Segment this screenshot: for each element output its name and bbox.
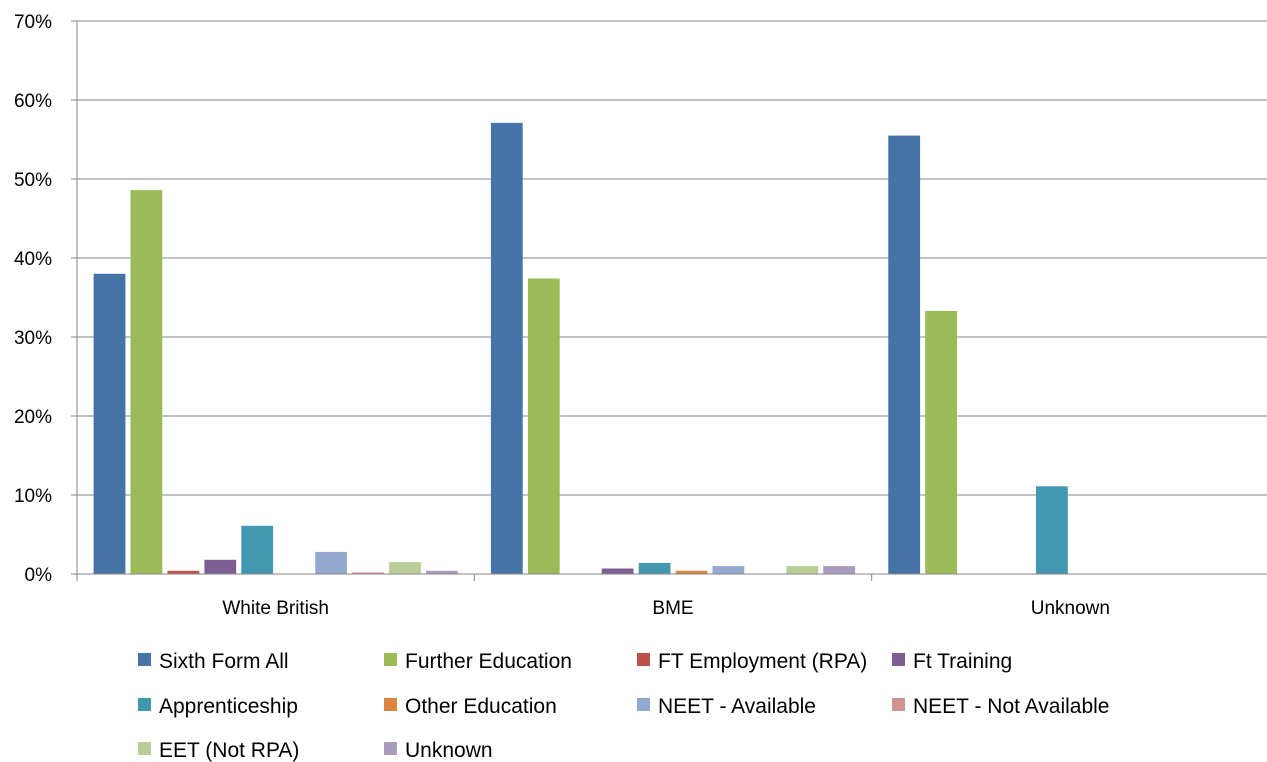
legend-swatch bbox=[892, 653, 905, 666]
bar bbox=[602, 569, 634, 575]
x-axis: White British BME Unknown bbox=[77, 574, 1267, 619]
legend-swatch bbox=[892, 698, 905, 711]
legend-label: Unknown bbox=[405, 739, 493, 762]
y-tick-label: 10% bbox=[14, 486, 52, 507]
legend-swatch bbox=[384, 698, 397, 711]
legend-label: Ft Training bbox=[913, 650, 1012, 673]
y-tick-label: 60% bbox=[14, 91, 52, 112]
bar bbox=[713, 566, 745, 574]
y-tick-label: 70% bbox=[14, 12, 52, 33]
x-tick-label: White British bbox=[222, 598, 329, 619]
legend-label: Further Education bbox=[405, 650, 572, 673]
y-tick-label: 0% bbox=[25, 565, 53, 586]
bar bbox=[389, 562, 421, 574]
bar bbox=[528, 279, 560, 575]
y-tick-label: 20% bbox=[14, 407, 52, 428]
legend-swatch bbox=[637, 653, 650, 666]
bar bbox=[315, 552, 347, 574]
legend-swatch bbox=[384, 742, 397, 755]
bar bbox=[491, 123, 523, 574]
bar bbox=[925, 311, 957, 574]
x-tick-label: BME bbox=[652, 598, 693, 619]
legend-label: FT Employment (RPA) bbox=[658, 650, 867, 673]
legend-label: Sixth Form All bbox=[159, 650, 289, 673]
bar bbox=[131, 190, 163, 574]
bar bbox=[786, 566, 818, 574]
bar bbox=[639, 563, 671, 574]
bar bbox=[94, 274, 126, 574]
legend-swatch bbox=[138, 653, 151, 666]
legend-label: NEET - Available bbox=[658, 695, 816, 718]
plot-area bbox=[77, 21, 1267, 574]
legend-swatch bbox=[384, 653, 397, 666]
legend-swatch bbox=[138, 742, 151, 755]
legend-label: EET (Not RPA) bbox=[159, 739, 299, 762]
y-tick-label: 30% bbox=[14, 328, 52, 349]
legend: Sixth Form All Further Education FT Employ… bbox=[138, 650, 1110, 762]
bar bbox=[1036, 486, 1068, 574]
legend-label: Other Education bbox=[405, 695, 557, 718]
legend-swatch bbox=[138, 698, 151, 711]
y-tick-label: 50% bbox=[14, 170, 52, 191]
y-tick-label: 40% bbox=[14, 249, 52, 270]
bar bbox=[823, 566, 855, 574]
y-axis-ticks: 0% 10% 20% 30% 40% 50% 60% 70% bbox=[14, 12, 77, 586]
legend-label: Apprenticeship bbox=[159, 695, 298, 718]
bar bbox=[241, 526, 273, 574]
bar bbox=[888, 136, 920, 574]
x-tick-label: Unknown bbox=[1031, 598, 1110, 619]
legend-label: NEET - Not Available bbox=[913, 695, 1110, 718]
legend-swatch bbox=[637, 698, 650, 711]
bar bbox=[204, 560, 236, 574]
